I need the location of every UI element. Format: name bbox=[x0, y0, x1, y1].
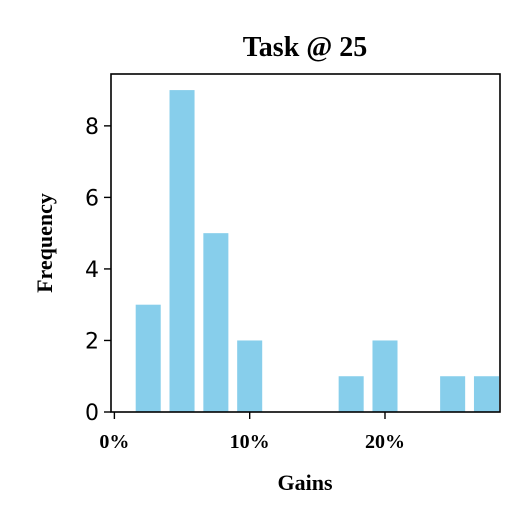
y-tick-label: 8 bbox=[85, 115, 99, 140]
x-tick-label: 0% bbox=[99, 431, 129, 453]
histogram-bar bbox=[169, 90, 195, 412]
histogram-bar bbox=[135, 304, 161, 412]
histogram-bar bbox=[473, 376, 499, 412]
x-axis-label: Gains bbox=[277, 470, 332, 495]
histogram-bar bbox=[372, 340, 398, 412]
histogram-bar bbox=[338, 376, 364, 412]
x-tick-label: 20% bbox=[365, 431, 405, 453]
chart-title: Task @ 25 bbox=[243, 32, 368, 63]
y-tick-label: 0 bbox=[85, 401, 99, 426]
x-tick-label: 10% bbox=[230, 431, 270, 453]
histogram-bar bbox=[203, 233, 229, 412]
y-axis-label: Frequency bbox=[32, 193, 57, 293]
histogram-bar bbox=[440, 376, 466, 412]
y-tick-label: 2 bbox=[85, 329, 99, 354]
y-axis: 0 2 4 6 8 bbox=[85, 115, 111, 426]
x-axis: 0% 10% 20% bbox=[99, 412, 405, 453]
bars-group bbox=[135, 90, 499, 412]
histogram-bar bbox=[237, 340, 263, 412]
plot-area-frame bbox=[110, 73, 501, 413]
y-tick-label: 4 bbox=[85, 258, 99, 283]
y-tick-label: 6 bbox=[85, 186, 99, 211]
